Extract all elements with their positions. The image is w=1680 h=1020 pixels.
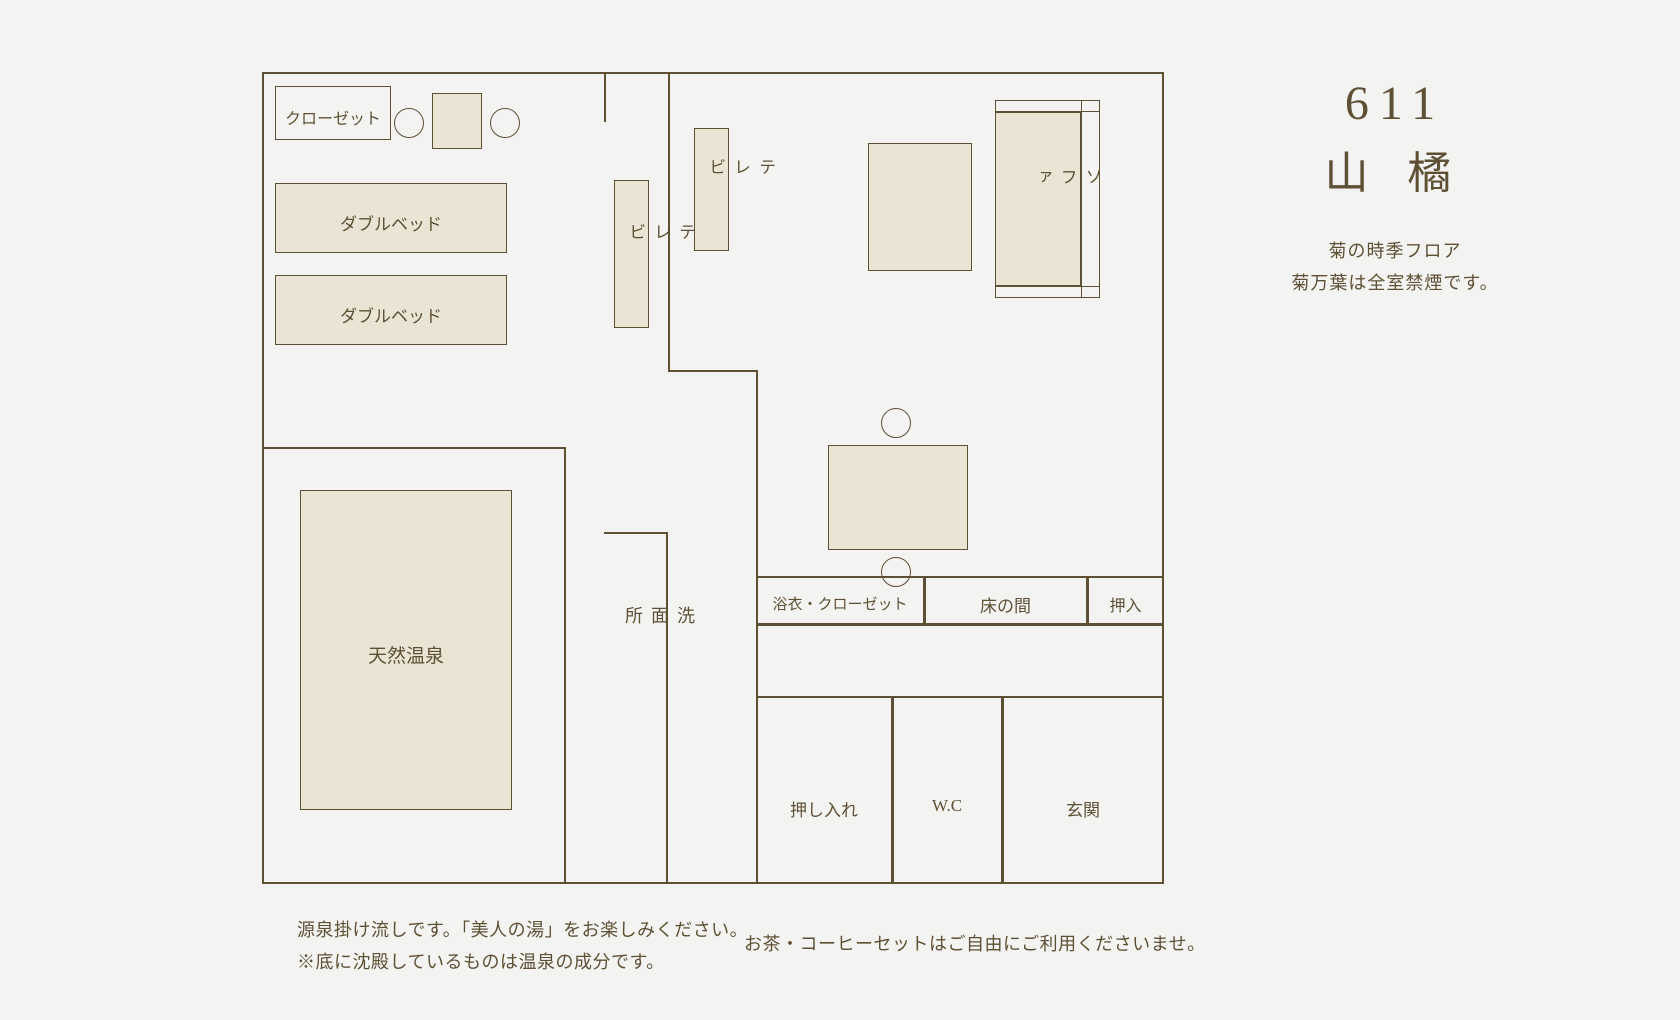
- footer-left-line: 源泉掛け流しです。「美人の湯」をお楽しみください。: [297, 914, 748, 946]
- wall-line: [756, 624, 1164, 626]
- oshiire-label: 押し入れ: [756, 796, 892, 821]
- header-note-line: 菊万葉は全室禁煙です。: [1220, 267, 1570, 299]
- bed2-label: ダブルベッド: [275, 302, 507, 327]
- stage: 611 山 橘 菊の時季フロア 菊万葉は全室禁煙です。 クローゼットダブルベッド…: [0, 0, 1680, 1020]
- stool-circle: [394, 108, 424, 138]
- onsen-label: 天然温泉: [300, 641, 512, 668]
- yukata-label: 浴衣・クローゼット: [756, 593, 924, 614]
- wc-box: [892, 696, 1002, 884]
- stool-circle: [881, 557, 911, 587]
- stool-circle: [881, 408, 911, 438]
- header-note: 菊の時季フロア 菊万葉は全室禁煙です。: [1220, 235, 1570, 300]
- wall-line: [262, 447, 566, 449]
- closet-label: クローゼット: [275, 105, 391, 129]
- washroom-label: 洗面所: [620, 606, 698, 628]
- genkan-label: 玄関: [1002, 796, 1164, 821]
- bed1-label: ダブルベッド: [275, 210, 507, 235]
- oshiire-box: [756, 696, 892, 884]
- genkan-box: [1002, 696, 1164, 884]
- wc-label: W.C: [892, 796, 1002, 816]
- wall-line: [604, 72, 606, 122]
- tv2-box: [694, 128, 729, 251]
- dining-box: [828, 445, 968, 550]
- tv2-label: テレビ: [703, 158, 778, 179]
- footer-left: 源泉掛け流しです。「美人の湯」をお楽しみください。 ※底に沈殿しているものは温泉…: [297, 914, 748, 979]
- tv1-box: [614, 180, 649, 328]
- header-note-line: 菊の時季フロア: [1220, 235, 1570, 267]
- stool-circle: [490, 108, 520, 138]
- wall-line: [564, 447, 566, 884]
- sofa_back-box: [1081, 100, 1100, 298]
- room-number: 611: [1220, 76, 1570, 131]
- footer-left-line: ※底に沈殿しているものは温泉の成分です。: [297, 946, 748, 978]
- wall-line: [604, 532, 668, 534]
- sofa-box: [995, 112, 1081, 286]
- side-table: [432, 93, 482, 149]
- header: 611 山 橘 菊の時季フロア 菊万葉は全室禁煙です。: [1220, 76, 1570, 300]
- coffee-box: [868, 143, 972, 271]
- oshiire2-label: 押入: [1087, 592, 1164, 616]
- footer-right: お茶・コーヒーセットはご自由にご利用くださいませ。: [744, 930, 1206, 956]
- tv1-label: テレビ: [623, 223, 698, 244]
- tokonoma-label: 床の間: [924, 592, 1087, 617]
- room-name: 山 橘: [1220, 137, 1570, 201]
- wall-line: [668, 370, 758, 372]
- wall-line: [666, 532, 668, 884]
